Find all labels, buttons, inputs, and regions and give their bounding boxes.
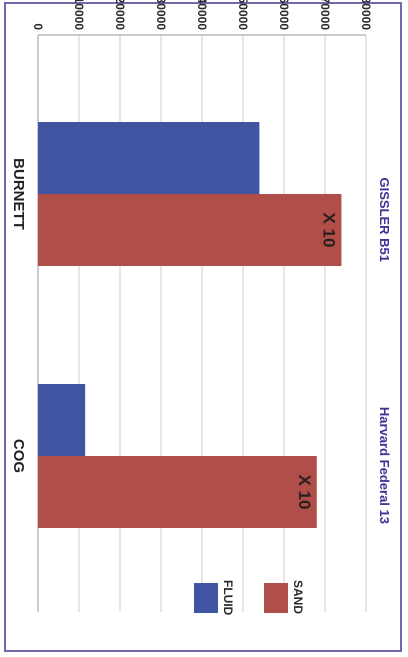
tick-label: 80000: [359, 0, 373, 30]
legend-swatch-sand: [264, 583, 288, 613]
tick-label: 20000: [113, 0, 127, 30]
tick-label: 10000: [72, 0, 86, 30]
well-label: Harvard Federal 13: [377, 407, 392, 524]
tick-label: 60000: [277, 0, 291, 30]
category-label: BURNETT: [10, 158, 27, 230]
legend-label-fluid: FLUID: [221, 580, 235, 616]
well-label: GISSLER B51: [377, 177, 392, 262]
tick-label: 0: [31, 23, 45, 30]
well-labels: GISSLER B51 Harvard Federal 13: [377, 177, 392, 524]
category-label: COG: [10, 439, 27, 473]
bar-sand-cog: [38, 456, 317, 528]
legend-swatch-fluid: [194, 583, 218, 613]
chart-frame: [4, 2, 402, 652]
multiplier-label: X 10: [295, 475, 314, 510]
tick-label: 30000: [154, 0, 168, 30]
legend-label-sand: SAND: [291, 580, 305, 614]
tick-label: 70000: [318, 0, 332, 30]
category-labels: BURNETT COG: [10, 158, 27, 473]
multiplier-labels: X 10 X 10: [295, 213, 339, 510]
tick-labels: 0 10000 20000 30000 40000 50000 60000 70000 8000…: [31, 0, 373, 30]
tick-label: 50000: [236, 0, 250, 30]
tick-label: 40000: [195, 0, 209, 30]
legend: FLUID SAND: [194, 580, 305, 616]
bars: [37, 122, 342, 528]
bar-fluid-burnett: [38, 122, 260, 194]
bar-sand-burnett: [38, 194, 342, 266]
bar-fluid-cog: [37, 384, 86, 456]
multiplier-label: X 10: [319, 213, 338, 248]
